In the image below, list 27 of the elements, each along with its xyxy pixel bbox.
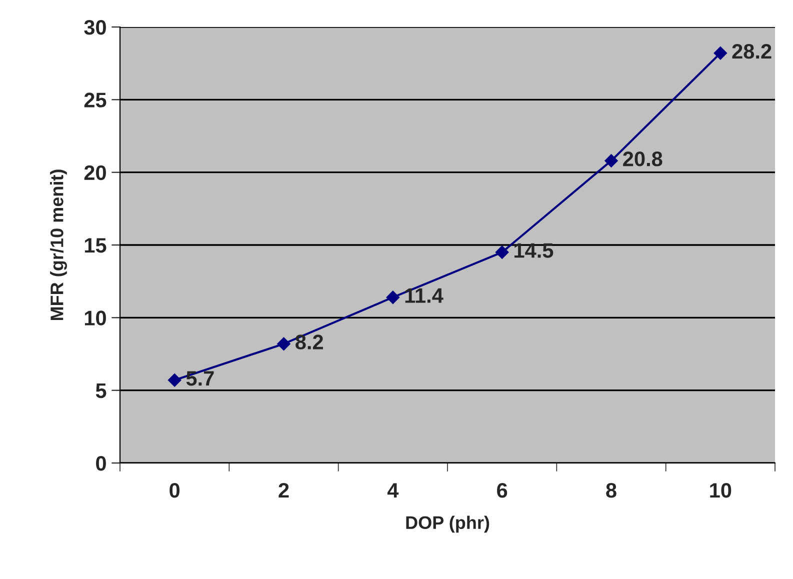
- point: [386, 290, 400, 304]
- point: [604, 154, 618, 168]
- point: [168, 374, 182, 387]
- data-label: 20.8: [623, 152, 662, 166]
- y-tick-label: 5: [96, 384, 106, 398]
- x-tick-label: 2: [278, 482, 289, 498]
- y-tick-label: 15: [84, 238, 106, 253]
- y-tick-label: 10: [84, 310, 106, 326]
- x-tick-label: 0: [170, 482, 180, 498]
- x-tick-label: 4: [387, 483, 399, 498]
- y-tick-label: 0: [96, 456, 106, 471]
- point: [277, 337, 290, 350]
- point: [714, 46, 728, 60]
- point: [495, 246, 509, 259]
- data-label: 8.2: [296, 334, 323, 350]
- x-tick-label: 6: [497, 482, 508, 498]
- data-label: 11.4: [405, 288, 444, 303]
- data-label: 28.2: [732, 44, 772, 59]
- data-label: 14.5: [514, 243, 554, 258]
- x-tick-label: 10: [710, 482, 732, 498]
- y-tick-label: 25: [84, 92, 106, 108]
- y-tick-label: 30: [84, 20, 106, 35]
- x-axis-title: DOP (phr): [406, 516, 490, 533]
- y-axis-title: MFR (gr/10 menit): [50, 170, 67, 320]
- x-tick-label: 8: [606, 482, 616, 498]
- y-tick-label: 20: [84, 165, 106, 180]
- data-label: 5.7: [186, 371, 214, 386]
